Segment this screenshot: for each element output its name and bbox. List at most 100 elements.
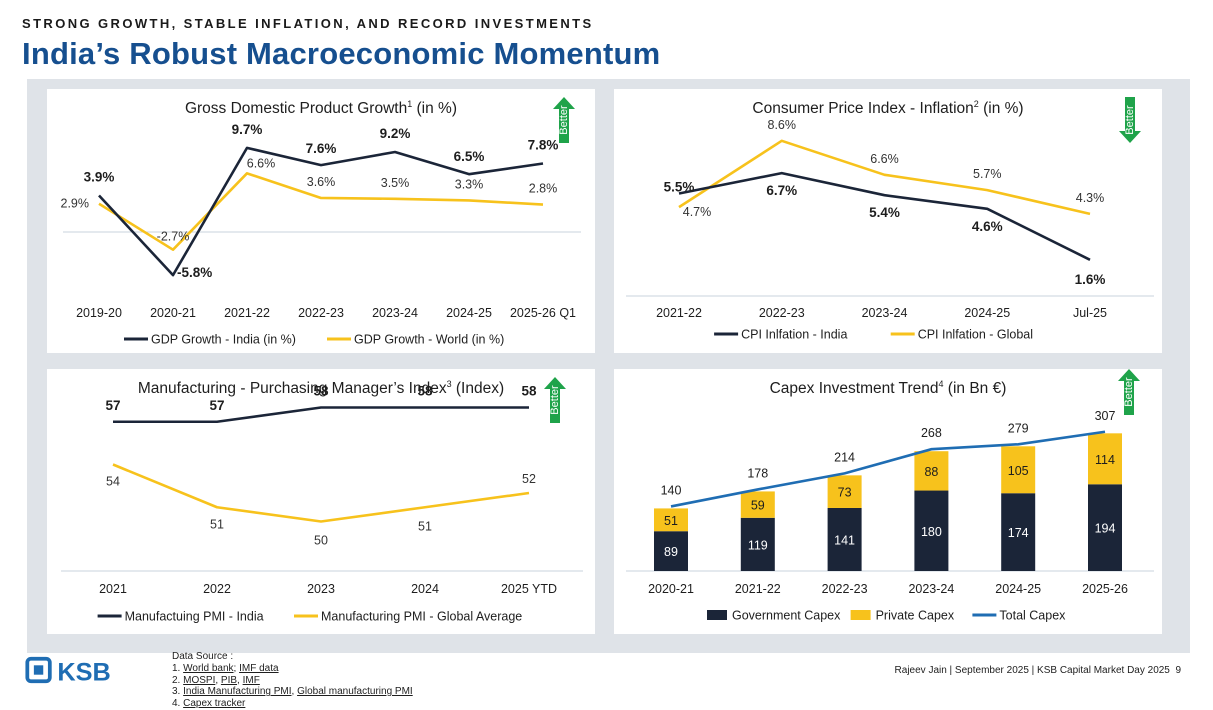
chart-svg: Gross Domestic Product Growth1 (in %) Bet… [61, 97, 581, 347]
legend-item: Total Capex [972, 609, 1066, 623]
x-tick-label: 2025-26 [1082, 582, 1128, 596]
chart-title-unit: (Index) [452, 380, 505, 397]
chart-title-footnote: 4 [938, 379, 943, 389]
x-tick-label: Jul-25 [1073, 306, 1107, 320]
chart-title-footnote: 3 [447, 379, 452, 389]
data-label: 54 [106, 475, 120, 489]
government-capex-bar [1088, 484, 1122, 571]
ksb-logo-core [33, 665, 44, 675]
data-source-title: Data Source : [172, 651, 234, 662]
data-label: 3.6% [307, 175, 336, 189]
data-label: -5.8% [177, 265, 212, 280]
legend-item: GDP Growth - India (in %) [124, 333, 296, 347]
better-label: Better [558, 105, 570, 135]
ksb-logo: KSB [25, 656, 111, 685]
source-line-1: 1. World bank; IMF data [172, 663, 279, 674]
x-tick-label: 2024-25 [446, 306, 492, 320]
legend-swatch [850, 610, 871, 620]
legend-label: Private Capex [876, 609, 955, 623]
source-link[interactable]: PIB [220, 674, 238, 686]
government-capex-bar [914, 490, 949, 571]
source-link[interactable]: Global manufacturing PMI [297, 686, 413, 697]
source-link[interactable]: India Manufacturing PMI [183, 686, 292, 697]
x-tick-label: 2020-21 [648, 582, 694, 596]
footer-presenter: Rajeev Jain | September 2025 | KSB Capit… [895, 665, 1181, 676]
data-label: 6.5% [454, 149, 485, 164]
data-label: 50 [314, 534, 328, 548]
data-label: 5.4% [869, 205, 900, 220]
data-label: -2.7% [157, 230, 190, 244]
chart-title-footnote: 1 [407, 99, 412, 109]
data-label: 7.8% [528, 137, 559, 152]
x-tick-label: 2020-21 [150, 306, 196, 320]
x-tick-label: 2024 [411, 582, 439, 596]
legend-label: Manufacturing PMI - Global Average [321, 610, 522, 624]
chart-title-unit: (in %) [412, 100, 457, 117]
source-link[interactable]: MOSPI [183, 674, 216, 686]
total-capex-label: 178 [747, 466, 768, 480]
chart-legend: CPI Inlfation - India CPI Inlfation - Glo… [714, 328, 1033, 342]
better-label: Better [549, 385, 561, 415]
government-capex-label: 89 [664, 545, 678, 559]
data-label: 51 [418, 519, 432, 533]
source-link[interactable]: IMF data [239, 663, 279, 674]
arrow-shape [1119, 97, 1141, 143]
government-capex-label: 194 [1095, 522, 1116, 536]
data-label: 52 [522, 472, 536, 486]
government-capex-label: 119 [748, 538, 768, 552]
x-tick-label: 2024-25 [964, 306, 1010, 320]
data-label: 7.6% [306, 141, 337, 156]
better-label: Better [1124, 105, 1136, 135]
source-line-4: 4. Capex tracker [172, 698, 245, 710]
x-tick-label: 2021-22 [224, 306, 270, 320]
x-tick-label: 2023-24 [372, 306, 418, 320]
source-link[interactable]: Capex tracker [183, 697, 246, 709]
private-capex-bar [914, 451, 949, 491]
series-line [678, 139, 1091, 216]
data-label: 57 [209, 398, 224, 413]
chart-title-text: Manufacturing - Purchasing Manager’s Ind… [138, 380, 447, 397]
slide-kicker: STRONG GROWTH, STABLE INFLATION, AND REC… [22, 16, 594, 31]
legend-label: CPI Inlfation - Global [918, 328, 1033, 342]
chart-svg: Manufacturing - Purchasing Manager’s Ind… [61, 377, 583, 624]
data-label: 58 [521, 384, 537, 399]
series-line [98, 146, 544, 277]
arrow-shape [544, 377, 566, 423]
total-capex-label: 140 [661, 483, 682, 497]
source-number: 1. [172, 663, 184, 674]
chart-title-text: Consumer Price Index - Inflation [752, 100, 973, 117]
private-capex-bar [1088, 433, 1122, 485]
series-line [112, 463, 530, 523]
chart-svg: Consumer Price Index - Inflation2 (in %)… [626, 97, 1154, 342]
x-tick-label: 2025-26 Q1 [510, 306, 576, 320]
source-number: 3. [172, 686, 184, 697]
legend-item: CPI Inlfation - India [714, 328, 847, 342]
chart-title-text: Capex Investment Trend [770, 380, 939, 397]
private-capex-label: 105 [1008, 464, 1029, 478]
x-tick-label: 2023-24 [908, 582, 954, 596]
legend-swatch [707, 610, 727, 620]
data-label: 5.7% [973, 167, 1002, 181]
private-capex-bar [654, 508, 688, 532]
arrow-shape [553, 97, 575, 143]
source-link[interactable]: World bank [183, 663, 234, 674]
capex-chart: Capex Investment Trend4 (in Bn €) Better 8… [614, 369, 1162, 634]
legend-item: Manufacturing PMI - Global Average [294, 610, 522, 624]
pmi-chart: Manufacturing - Purchasing Manager’s Ind… [47, 369, 595, 634]
x-tick-label: 2021 [99, 582, 127, 596]
chart-title-unit: (in %) [979, 100, 1024, 117]
series-line [113, 406, 529, 424]
private-capex-label: 59 [751, 499, 765, 513]
total-capex-line [670, 430, 1106, 508]
better-up-arrow-icon: Better [553, 97, 575, 143]
source-link[interactable]: IMF [242, 674, 260, 686]
x-tick-label: 2022-23 [822, 582, 868, 596]
government-capex-label: 174 [1008, 526, 1029, 540]
private-capex-bar [827, 475, 862, 508]
data-label: 58 [417, 384, 433, 399]
private-capex-label: 73 [838, 486, 852, 500]
x-tick-label: 2025 YTD [501, 582, 557, 596]
government-capex-bar [654, 531, 688, 571]
data-label: 1.6% [1075, 272, 1106, 287]
slide-title: India’s Robust Macroeconomic Momentum [22, 36, 661, 71]
